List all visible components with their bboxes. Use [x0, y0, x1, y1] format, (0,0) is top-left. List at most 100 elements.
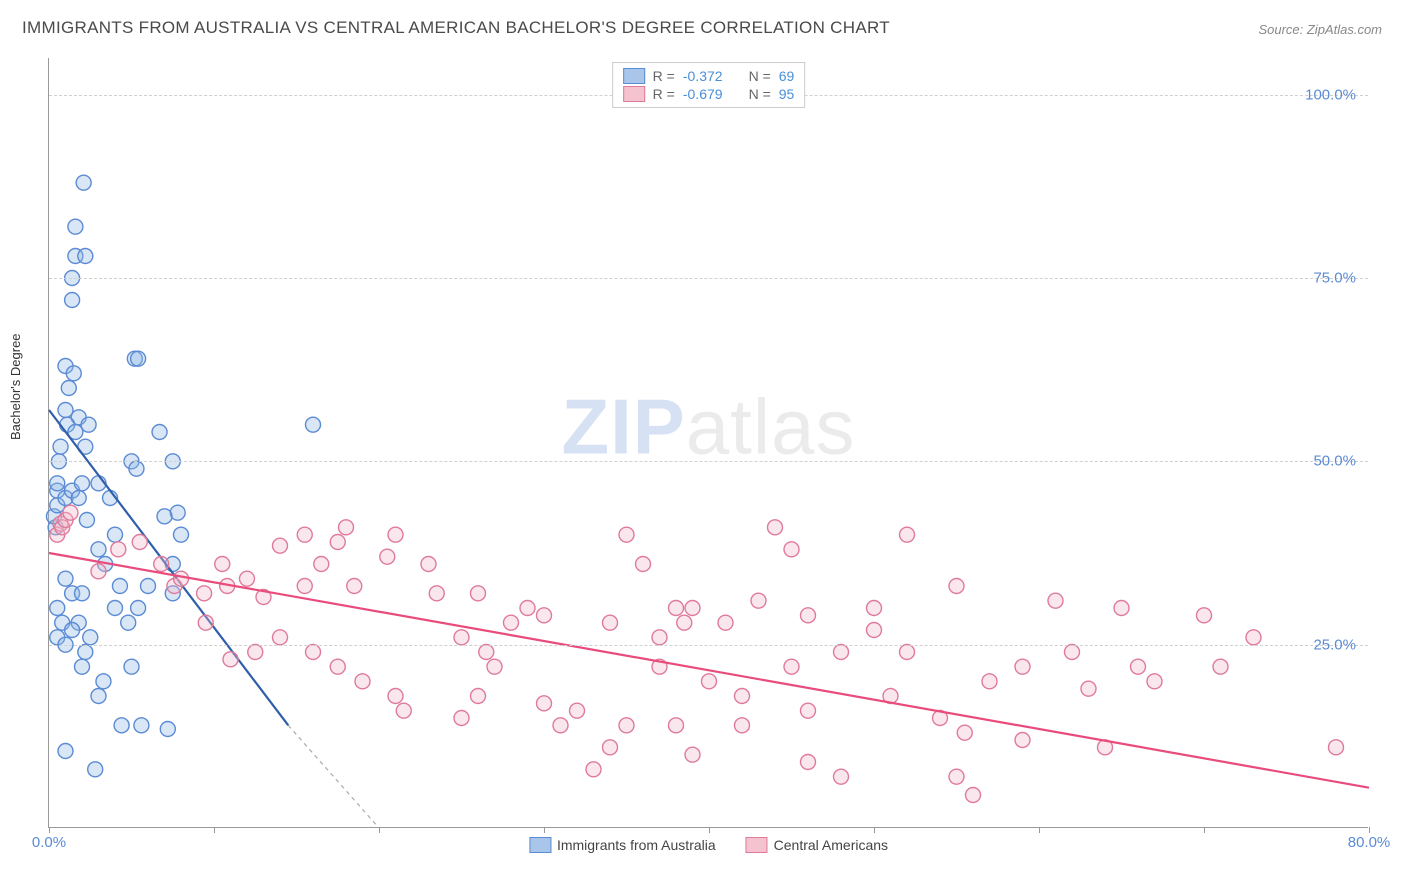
scatter-point [1147, 674, 1162, 689]
scatter-point [429, 586, 444, 601]
scatter-point [75, 586, 90, 601]
legend-n-label: N = [749, 68, 771, 84]
chart-title: IMMIGRANTS FROM AUSTRALIA VS CENTRAL AME… [22, 18, 890, 38]
scatter-point [957, 725, 972, 740]
scatter-point [867, 623, 882, 638]
legend-correlation-box: R = -0.372N = 69R = -0.679N = 95 [612, 62, 806, 108]
scatter-point [768, 520, 783, 535]
scatter-point [248, 645, 263, 660]
scatter-point [718, 615, 733, 630]
scatter-point [1114, 601, 1129, 616]
scatter-point [454, 711, 469, 726]
gridline [49, 278, 1368, 279]
scatter-point [396, 703, 411, 718]
scatter-point [784, 659, 799, 674]
scatter-point [801, 703, 816, 718]
scatter-point [603, 615, 618, 630]
scatter-point [520, 601, 535, 616]
scatter-point [900, 645, 915, 660]
scatter-point [669, 718, 684, 733]
x-tick [1369, 827, 1370, 833]
scatter-point [78, 249, 93, 264]
scatter-point [735, 718, 750, 733]
scatter-point [380, 549, 395, 564]
scatter-point [619, 527, 634, 542]
scatter-point [570, 703, 585, 718]
legend-series-item: Central Americans [746, 837, 888, 853]
scatter-point [471, 586, 486, 601]
scatter-point [68, 219, 83, 234]
x-tick [49, 827, 50, 833]
scatter-point [982, 674, 997, 689]
scatter-point [215, 557, 230, 572]
scatter-point [784, 542, 799, 557]
legend-n-label: N = [749, 86, 771, 102]
scatter-point [124, 659, 139, 674]
scatter-point [297, 579, 312, 594]
scatter-point [1131, 659, 1146, 674]
y-tick-label: 50.0% [1313, 453, 1356, 470]
scatter-point [131, 351, 146, 366]
gridline [49, 645, 1368, 646]
scatter-point [75, 659, 90, 674]
scatter-point [297, 527, 312, 542]
scatter-point [1065, 645, 1080, 660]
scatter-point [132, 535, 147, 550]
scatter-point [58, 744, 73, 759]
scatter-point [677, 615, 692, 630]
legend-swatch [529, 837, 551, 853]
scatter-point [553, 718, 568, 733]
scatter-point [114, 718, 129, 733]
scatter-point [867, 601, 882, 616]
scatter-point [949, 769, 964, 784]
scatter-point [834, 645, 849, 660]
scatter-point [66, 366, 81, 381]
scatter-point [131, 601, 146, 616]
scatter-point [160, 722, 175, 737]
scatter-point [685, 747, 700, 762]
legend-r-label: R = [653, 68, 675, 84]
scatter-point [586, 762, 601, 777]
legend-n-value: 69 [779, 68, 795, 84]
scatter-point [801, 608, 816, 623]
scatter-point [347, 579, 362, 594]
legend-series: Immigrants from AustraliaCentral America… [529, 837, 888, 853]
scatter-point [471, 689, 486, 704]
x-tick [709, 827, 710, 833]
scatter-point [58, 403, 73, 418]
scatter-point [63, 505, 78, 520]
scatter-point [685, 601, 700, 616]
scatter-point [154, 557, 169, 572]
x-tick [544, 827, 545, 833]
scatter-point [1246, 630, 1261, 645]
scatter-point [1329, 740, 1344, 755]
scatter-point [96, 674, 111, 689]
scatter-point [306, 417, 321, 432]
scatter-point [58, 571, 73, 586]
scatter-point [751, 593, 766, 608]
scatter-point [479, 645, 494, 660]
scatter-point [636, 557, 651, 572]
scatter-point [1197, 608, 1212, 623]
scatter-point [78, 645, 93, 660]
scatter-point [50, 601, 65, 616]
scatter-point [603, 740, 618, 755]
scatter-point [834, 769, 849, 784]
x-tick [1039, 827, 1040, 833]
scatter-point [76, 175, 91, 190]
legend-swatch [623, 86, 645, 102]
scatter-point [83, 630, 98, 645]
legend-r-label: R = [653, 86, 675, 102]
scatter-point [355, 674, 370, 689]
scatter-point [91, 564, 106, 579]
legend-n-value: 95 [779, 86, 795, 102]
scatter-point [537, 696, 552, 711]
scatter-point [1015, 659, 1030, 674]
scatter-point [1081, 681, 1096, 696]
scatter-point [88, 762, 103, 777]
scatter-point [454, 630, 469, 645]
scatter-point [223, 652, 238, 667]
scatter-point [91, 542, 106, 557]
scatter-point [330, 659, 345, 674]
legend-r-value: -0.372 [683, 68, 723, 84]
